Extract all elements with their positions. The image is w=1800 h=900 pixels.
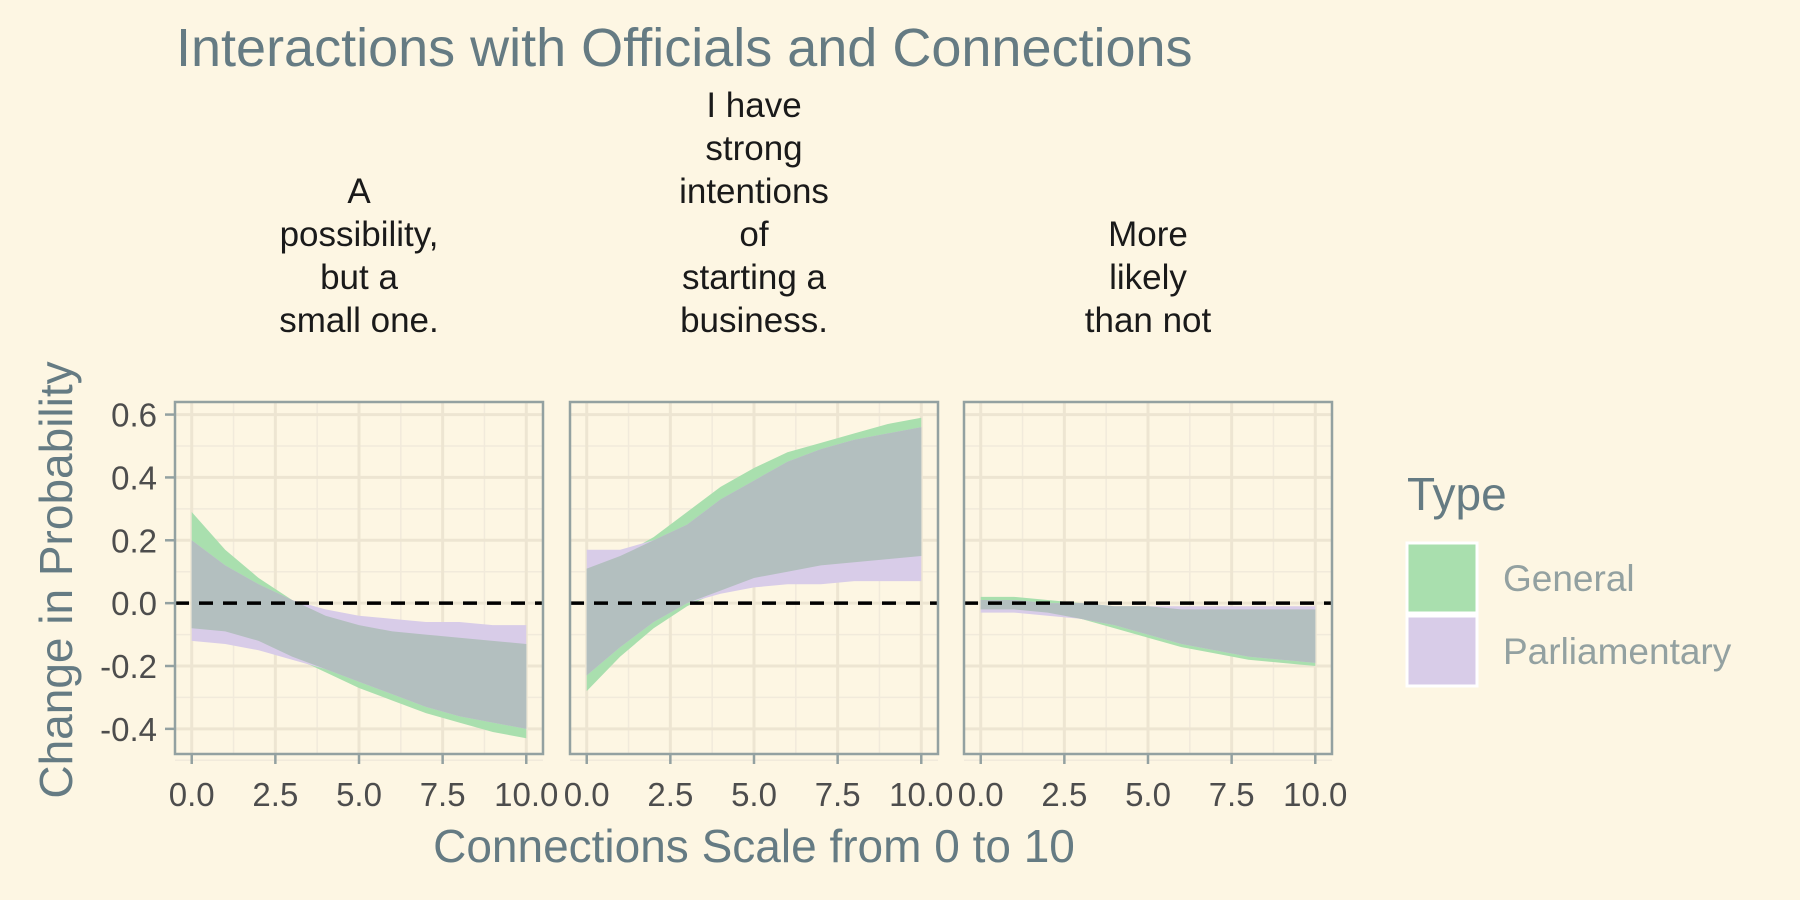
x-tick-label: 7.5 <box>815 776 861 813</box>
y-tick-label: -0.4 <box>100 711 157 748</box>
facet-title-line: than not <box>1085 301 1212 340</box>
x-tick-label: 7.5 <box>1209 776 1255 813</box>
legend-key-general <box>1405 541 1479 615</box>
x-tick-label: 2.5 <box>647 776 693 813</box>
facet-title-line: I have <box>706 86 801 125</box>
x-tick-label: 0.0 <box>169 776 215 813</box>
x-tick-label: 2.5 <box>252 776 298 813</box>
facet-title-line: intentions <box>679 172 829 211</box>
facet-title-line: small one. <box>279 301 439 340</box>
ribbon-overlap <box>191 540 527 729</box>
x-tick-label: 10.0 <box>494 776 558 813</box>
facet-title-line: starting a <box>682 258 826 297</box>
y-tick-label: 0.0 <box>111 585 157 622</box>
facet-title-line: business. <box>680 301 828 340</box>
facet-title-line: possibility, <box>280 215 439 254</box>
facet-title-line: of <box>739 215 768 254</box>
legend-title: Type <box>1407 468 1507 520</box>
legend-label-general: General <box>1503 558 1635 599</box>
facet-panel-2: I have strong intentions of starting a busine… <box>564 86 954 813</box>
x-axis-title: Connections Scale from 0 to 10 <box>433 820 1075 872</box>
legend-label-parliamentary: Parliamentary <box>1503 631 1732 672</box>
y-tick-label: 0.2 <box>111 522 157 559</box>
legend-key-parliamentary <box>1405 614 1479 688</box>
facet-title-line: A <box>347 172 371 211</box>
facet-title-line: but a <box>320 258 398 297</box>
chart-title: Interactions with Officials and Connecti… <box>176 18 1193 78</box>
legend: Type General Parliamentary <box>1405 468 1732 688</box>
y-tick-label: 0.6 <box>111 397 157 434</box>
x-tick-label: 0.0 <box>958 776 1004 813</box>
x-tick-label: 5.0 <box>336 776 382 813</box>
y-axis-title: Change in Probability <box>30 361 82 798</box>
x-tick-label: 10.0 <box>1283 776 1347 813</box>
ribbon-overlap <box>586 427 922 676</box>
facet-title-line: likely <box>1109 258 1187 297</box>
facet-panel-3: More likely than not 0.0 2.5 5.0 7.5 10.0 <box>958 215 1348 813</box>
facet-title-line: More <box>1108 215 1188 254</box>
y-tick-label: 0.4 <box>111 459 157 496</box>
x-tick-label: 5.0 <box>1125 776 1171 813</box>
facet-title: More likely than not <box>1085 215 1212 340</box>
x-tick-label: 0.0 <box>564 776 610 813</box>
facet-title: I have strong intentions of starting a busine… <box>679 86 829 340</box>
y-tick-label: -0.2 <box>100 648 157 685</box>
x-tick-label: 7.5 <box>420 776 466 813</box>
facet-title-line: strong <box>705 129 802 168</box>
x-tick-label: 5.0 <box>731 776 777 813</box>
x-tick-label: 2.5 <box>1041 776 1087 813</box>
x-tick-label: 10.0 <box>889 776 953 813</box>
ribbon-overlap <box>980 600 1316 663</box>
